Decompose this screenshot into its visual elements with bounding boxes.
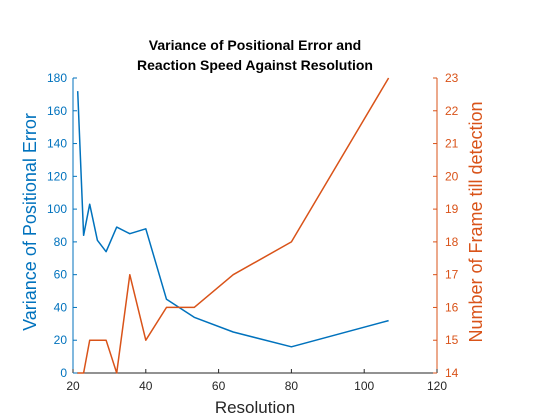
y-right-tick-label: 18 <box>445 235 459 249</box>
y-left-tick-label: 40 <box>54 300 68 314</box>
y-right-tick-label: 23 <box>445 71 459 85</box>
x-tick-label: 120 <box>427 379 447 393</box>
y-right-tick-label: 14 <box>445 366 459 380</box>
frames-series-line <box>77 77 390 374</box>
y-right-tick-label: 20 <box>445 169 459 183</box>
y-left-tick-label: 140 <box>47 137 67 151</box>
x-tick-label: 60 <box>212 379 226 393</box>
y-axis-label-left: Variance of Positional Error <box>20 113 40 331</box>
y-left-tick-label: 100 <box>47 202 67 216</box>
y-left-tick-label: 160 <box>47 104 67 118</box>
variance-series-line <box>76 91 389 348</box>
x-axis-label: Resolution <box>214 398 296 417</box>
chart-title-line-2: Reaction Speed Against Resolution <box>137 57 373 73</box>
chart-title-line-1: Variance of Positional Error and <box>148 37 362 53</box>
y-right-tick-label: 17 <box>445 268 459 282</box>
y-left-tick-label: 20 <box>54 333 68 347</box>
x-tick-label: 100 <box>354 379 374 393</box>
y-axis-label-right: Number of Frame till detection <box>466 101 486 343</box>
x-tick-label: 40 <box>139 379 153 393</box>
y-left-tick-label: 180 <box>47 71 67 85</box>
x-tick-label: 20 <box>66 379 80 393</box>
y-left-tick-label: 80 <box>54 235 68 249</box>
y-left-tick-label: 0 <box>60 366 67 380</box>
y-left-tick-label: 120 <box>47 169 67 183</box>
y-right-tick-label: 19 <box>445 202 459 216</box>
y-left-tick-label: 60 <box>54 268 68 282</box>
y-right-tick-label: 22 <box>445 104 459 118</box>
y-right-tick-label: 16 <box>445 300 459 314</box>
y-right-tick-label: 15 <box>445 333 459 347</box>
x-tick-label: 80 <box>285 379 299 393</box>
y-right-tick-label: 21 <box>445 137 459 151</box>
